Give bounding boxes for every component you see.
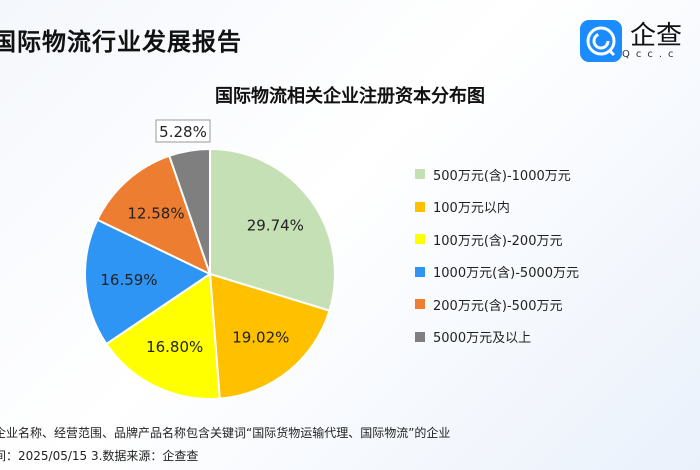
data-label: 19.02%	[232, 328, 289, 346]
data-label: 12.58%	[127, 204, 184, 222]
legend-label: 500万元(含)-1000万元	[433, 168, 571, 184]
legend-label: 100万元(含)-200万元	[433, 233, 563, 249]
logo: 企查 Qcc.c	[580, 20, 682, 62]
chart-title: 国际物流相关企业注册资本分布图	[215, 86, 485, 107]
data-label-box	[155, 119, 211, 143]
logo-text: 企查	[630, 21, 683, 51]
legend-swatch	[415, 299, 425, 310]
footer-note-2: 企业名称、经营范围、品牌产品名称包含关键词“国际货物运输代理、国际物流”的企业	[0, 426, 451, 440]
pie-slice	[208, 272, 331, 400]
legend-label: 5000万元及以上	[433, 331, 532, 347]
legend-item: 100万元以内	[415, 191, 579, 224]
legend-item: 5000万元及以上	[415, 321, 579, 354]
legend-swatch	[415, 331, 425, 342]
legend-item: 100万元(含)-200万元	[415, 223, 579, 256]
logo-icon	[580, 20, 622, 62]
report-title: 国际物流行业发展报告	[0, 28, 242, 56]
legend-label: 200万元(含)-500万元	[433, 298, 563, 314]
data-label: 16.80%	[146, 338, 203, 356]
legend-swatch	[415, 266, 425, 277]
pie-slice	[96, 154, 212, 276]
pie-slice	[209, 147, 336, 312]
pie-slice	[104, 272, 221, 400]
legend-swatch	[415, 234, 425, 245]
legend: 500万元(含)-1000万元 100万元以内 100万元(含)-200万元 1…	[415, 158, 579, 353]
pie-slice	[84, 218, 213, 346]
data-label: 29.74%	[247, 217, 304, 235]
legend-swatch	[415, 201, 425, 212]
data-label: 5.28%	[159, 123, 207, 141]
legend-swatch	[415, 169, 425, 180]
legend-item: 200万元(含)-500万元	[415, 288, 579, 321]
legend-item: 500万元(含)-1000万元	[415, 158, 579, 191]
logo-subtext: Qcc.c	[622, 49, 680, 60]
legend-label: 100万元以内	[433, 201, 510, 217]
legend-item: 1000万元(含)-5000万元	[415, 256, 579, 289]
legend-label: 1000万元(含)-5000万元	[433, 266, 580, 282]
footer-note-3: 间：2025/05/15 3.数据来源：企查查	[0, 449, 199, 463]
data-label: 16.59%	[100, 271, 157, 289]
pie-slice	[168, 147, 211, 275]
